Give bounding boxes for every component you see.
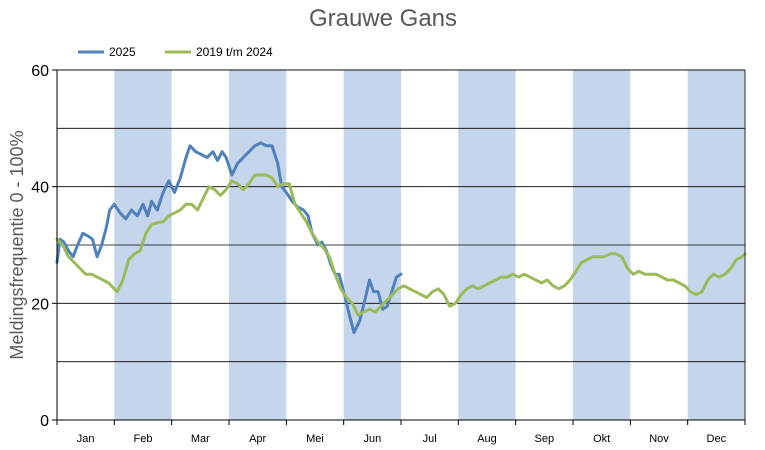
series-line-2025	[55, 141, 403, 334]
x-tick-label-feb: Feb	[134, 433, 153, 445]
x-tick-label-jun: Jun	[363, 433, 381, 445]
y-tick-label-20: 20	[31, 296, 49, 313]
legend-label-2025: 2025	[109, 45, 136, 59]
x-tick-label-jul: Jul	[423, 433, 437, 445]
legend: 2025 2019 t/m 2024	[78, 45, 273, 59]
legend-label-2019-2024: 2019 t/m 2024	[196, 45, 273, 59]
series-line-2019-2024	[55, 173, 747, 317]
x-tick-label-dec: Dec	[707, 433, 727, 445]
x-tick-label-sep: Sep	[535, 433, 555, 445]
x-tick-label-aug: Aug	[477, 433, 497, 445]
x-tick-label-okt: Okt	[593, 433, 610, 445]
axes: 0 20 40 60 Jan Feb Mar Apr Mei Jun Jul Aug Sep Okt Nov…	[31, 63, 746, 445]
y-tick-label-60: 60	[31, 63, 49, 80]
y-axis-label: Meldingsfrequentie 0 - 100%	[7, 130, 27, 359]
chart-title: Grauwe Gans	[309, 5, 457, 32]
x-tick-label-mar: Mar	[191, 433, 210, 445]
x-tick-label-nov: Nov	[649, 433, 669, 445]
series-lines	[55, 141, 747, 334]
x-tick-label-jan: Jan	[77, 433, 95, 445]
x-tick-label-mei: Mei	[306, 433, 324, 445]
y-tick-label-0: 0	[40, 413, 49, 430]
x-tick-label-apr: Apr	[249, 433, 266, 445]
y-tick-label-40: 40	[31, 180, 49, 197]
